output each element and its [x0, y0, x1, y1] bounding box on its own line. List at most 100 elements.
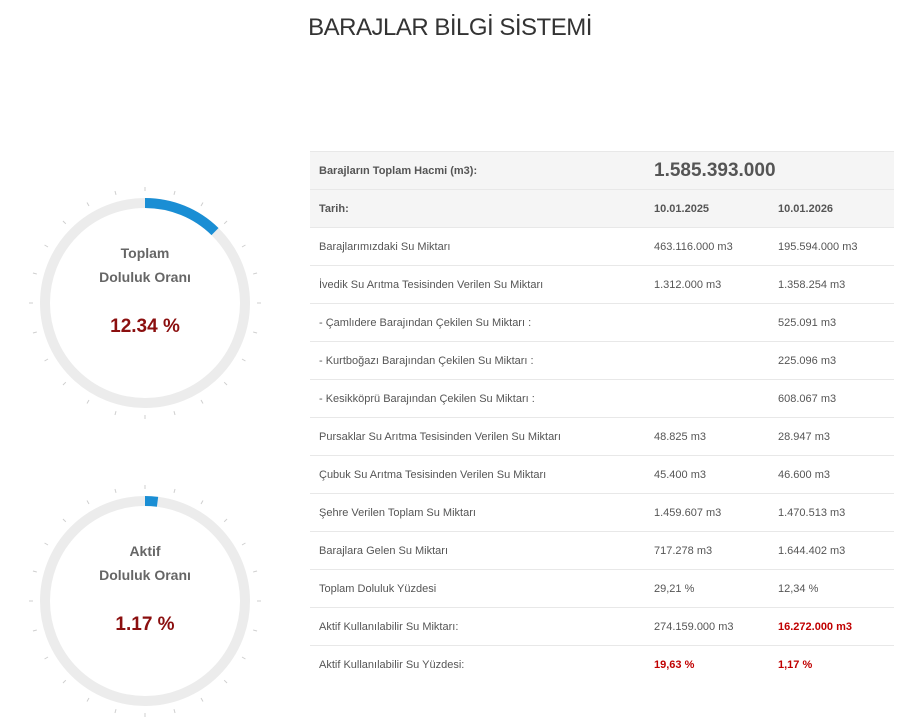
- row-value-2026: 1.644.402 m3: [770, 531, 894, 570]
- gauge-value: 12.34 %: [110, 316, 180, 337]
- row-value-2026: 28.947 m3: [770, 417, 894, 456]
- gauge-tick: [241, 244, 246, 248]
- row-label: Çubuk Su Arıtma Tesisinden Verilen Su Mi…: [310, 455, 645, 494]
- active-fill-gauge: Aktif Doluluk Oranı 1.17 %: [29, 485, 261, 717]
- gauge-tick: [173, 709, 176, 714]
- table-row: - Kurtboğazı Barajından Çekilen Su Mikta…: [310, 341, 894, 380]
- date-label: Tarih:: [310, 189, 645, 228]
- gauge-tick: [241, 542, 246, 546]
- gauge-tick: [173, 411, 176, 416]
- gauge-tick: [86, 202, 90, 207]
- gauge-tick: [44, 542, 49, 546]
- row-value-2025: 19,63 %: [645, 645, 770, 683]
- row-label: - Kurtboğazı Barajından Çekilen Su Mikta…: [310, 341, 645, 380]
- row-value-2025: [645, 379, 770, 418]
- row-label: Barajlara Gelen Su Miktarı: [310, 531, 645, 570]
- gauge-fill-arc: [144, 496, 159, 507]
- row-value-2026: 195.594.000 m3: [770, 227, 894, 266]
- gauge-tick: [32, 331, 37, 334]
- date-col-2: 10.01.2026: [770, 189, 894, 228]
- gauge-tick: [200, 500, 204, 505]
- gauge-tick: [253, 331, 258, 334]
- table-row: Barajlarımızdaki Su Miktarı 463.116.000 m…: [310, 227, 894, 266]
- row-value-2026: 46.600 m3: [770, 455, 894, 494]
- gauge-value: 1.17 %: [115, 614, 175, 635]
- gauge-tick: [114, 190, 117, 195]
- gauge-tick: [62, 679, 67, 684]
- row-value-2025: 1.312.000 m3: [645, 265, 770, 304]
- table-row: Aktif Kullanılabilir Su Miktarı: 274.159.…: [310, 607, 894, 646]
- row-value-2025: 717.278 m3: [645, 531, 770, 570]
- table-row: Pursaklar Su Arıtma Tesisinden Verilen S…: [310, 417, 894, 456]
- row-label: - Kesikköprü Barajından Çekilen Su Mikta…: [310, 379, 645, 418]
- gauge-tick: [44, 358, 49, 362]
- row-value-2026: 16.272.000 m3: [770, 607, 894, 646]
- gauge-label-line1: Aktif: [129, 543, 161, 559]
- row-label: Aktif Kullanılabilir Su Yüzdesi:: [310, 645, 645, 683]
- gauge-tick: [173, 488, 176, 493]
- row-value-2025: 1.459.607 m3: [645, 493, 770, 532]
- table-row: Aktif Kullanılabilir Su Yüzdesi: 19,63 % 1…: [310, 645, 894, 683]
- total-volume-value: 1.585.393.000: [654, 159, 776, 181]
- gauge-tick: [200, 399, 204, 404]
- gauge-tick: [62, 518, 67, 523]
- gauge-tick: [44, 244, 49, 248]
- gauge-tick: [253, 629, 258, 632]
- row-value-2026: 1.470.513 m3: [770, 493, 894, 532]
- row-value-2025: [645, 341, 770, 380]
- gauge-tick: [114, 411, 117, 416]
- date-col-1: 10.01.2025: [645, 189, 770, 228]
- row-value-2026: 525.091 m3: [770, 303, 894, 342]
- row-value-2025: 463.116.000 m3: [645, 227, 770, 266]
- gauge-tick: [62, 381, 67, 386]
- gauge-tick: [86, 500, 90, 505]
- row-label: Pursaklar Su Arıtma Tesisinden Verilen S…: [310, 417, 645, 456]
- gauge-tick: [223, 679, 228, 684]
- gauge-tick: [223, 381, 228, 386]
- table-row: Şehre Verilen Toplam Su Miktarı 1.459.607…: [310, 493, 894, 532]
- table-row: Toplam Doluluk Yüzdesi 29,21 % 12,34 %: [310, 569, 894, 608]
- total-volume-label: Barajların Toplam Hacmi (m3):: [310, 151, 645, 190]
- total-fill-gauge: Toplam Doluluk Oranı 12.34 %: [29, 187, 261, 419]
- row-label: Şehre Verilen Toplam Su Miktarı: [310, 493, 645, 532]
- gauge-tick: [32, 629, 37, 632]
- gauge-track: [40, 496, 250, 706]
- gauge-tick: [32, 272, 37, 275]
- gauge-label-line2: Doluluk Oranı: [99, 269, 191, 285]
- gauge-tick: [44, 656, 49, 660]
- gauge-tick: [114, 488, 117, 493]
- table-row: Çubuk Su Arıtma Tesisinden Verilen Su Mi…: [310, 455, 894, 494]
- gauge-tick: [253, 570, 258, 573]
- row-label: Barajlarımızdaki Su Miktarı: [310, 227, 645, 266]
- gauge-tick: [223, 518, 228, 523]
- gauge-tick: [86, 399, 90, 404]
- row-value-2025: 48.825 m3: [645, 417, 770, 456]
- gauge-ring: [29, 187, 261, 419]
- row-label: Toplam Doluluk Yüzdesi: [310, 569, 645, 608]
- gauge-ring: [29, 485, 261, 717]
- date-header-row: Tarih: 10.01.2025 10.01.2026: [310, 189, 894, 228]
- table-row: Barajlara Gelen Su Miktarı 717.278 m3 1.64…: [310, 531, 894, 570]
- row-value-2025: 274.159.000 m3: [645, 607, 770, 646]
- total-volume-row: Barajların Toplam Hacmi (m3): 1.585.393.…: [310, 151, 894, 190]
- page-title: BARAJLAR BİLGİ SİSTEMİ: [308, 14, 592, 41]
- table-row: - Kesikköprü Barajından Çekilen Su Mikta…: [310, 379, 894, 418]
- gauge-fill-arc: [144, 198, 219, 236]
- row-label: İvedik Su Arıtma Tesisinden Verilen Su M…: [310, 265, 645, 304]
- gauge-tick: [241, 656, 246, 660]
- row-label: Aktif Kullanılabilir Su Miktarı:: [310, 607, 645, 646]
- row-value-2026: 1.358.254 m3: [770, 265, 894, 304]
- gauge-label-line2: Doluluk Oranı: [99, 567, 191, 583]
- gauge-tick: [223, 220, 228, 225]
- gauge-tick: [253, 272, 258, 275]
- gauge-tick: [114, 709, 117, 714]
- row-value-2026: 1,17 %: [770, 645, 894, 683]
- gauge-tick: [32, 570, 37, 573]
- table-row: - Çamlıdere Barajından Çekilen Su Miktar…: [310, 303, 894, 342]
- gauge-tick: [173, 190, 176, 195]
- gauge-tick: [200, 202, 204, 207]
- row-value-2025: 29,21 %: [645, 569, 770, 608]
- gauge-tick: [62, 220, 67, 225]
- dam-info-table: Barajların Toplam Hacmi (m3): 1.585.393.…: [310, 151, 894, 683]
- gauge-track: [40, 198, 250, 408]
